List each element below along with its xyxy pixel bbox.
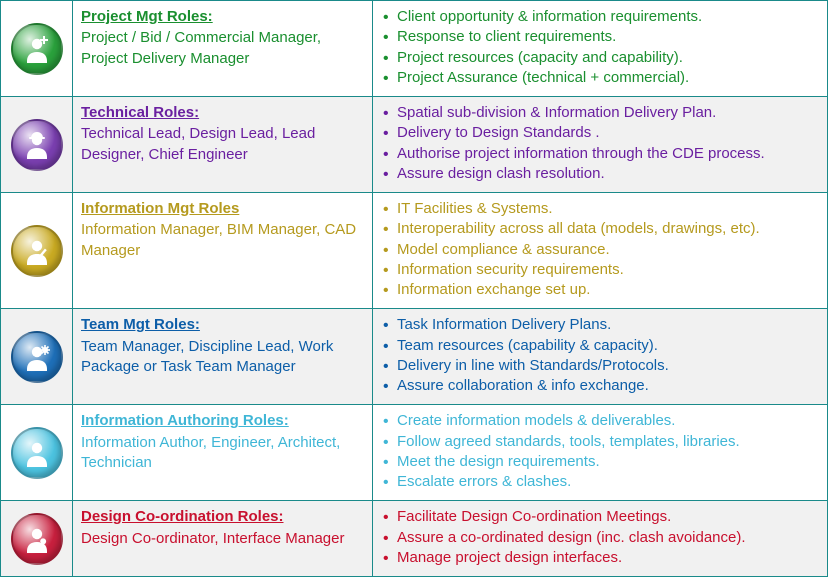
person-wrench-icon bbox=[11, 513, 63, 565]
role-bullet: Client opportunity & information require… bbox=[381, 7, 819, 27]
role-row: Design Co-ordination Roles:Design Co-ord… bbox=[1, 501, 828, 577]
person-gear-icon bbox=[11, 331, 63, 383]
role-icon-cell bbox=[1, 193, 73, 309]
person-hat-icon bbox=[11, 119, 63, 171]
person-plus-icon bbox=[11, 23, 63, 75]
role-bullet: Spatial sub-division & Information Deliv… bbox=[381, 103, 819, 123]
role-bullet: Information security requirements. bbox=[381, 260, 819, 280]
role-bullets: Spatial sub-division & Information Deliv… bbox=[381, 103, 819, 184]
person-icon bbox=[11, 427, 63, 479]
role-bullet: Delivery in line with Standards/Protocol… bbox=[381, 356, 819, 376]
role-bullets-cell: Task Information Delivery Plans.Team res… bbox=[373, 309, 828, 405]
role-row: Team Mgt Roles:Team Manager, Discipline … bbox=[1, 309, 828, 405]
role-bullet: Create information models & deliverables… bbox=[381, 411, 819, 431]
role-row: Project Mgt Roles:Project / Bid / Commer… bbox=[1, 1, 828, 97]
role-bullet: Task Information Delivery Plans. bbox=[381, 315, 819, 335]
role-title: Design Co-ordination Roles: bbox=[81, 507, 364, 527]
role-bullet: Team resources (capability & capacity). bbox=[381, 336, 819, 356]
role-title: Technical Roles: bbox=[81, 103, 364, 123]
role-bullet: Project resources (capacity and capabili… bbox=[381, 48, 819, 68]
role-description-cell: Information Mgt RolesInformation Manager… bbox=[73, 193, 373, 309]
role-icon-cell bbox=[1, 309, 73, 405]
role-title: Project Mgt Roles: bbox=[81, 7, 364, 27]
role-description-cell: Team Mgt Roles:Team Manager, Discipline … bbox=[73, 309, 373, 405]
role-description-cell: Design Co-ordination Roles:Design Co-ord… bbox=[73, 501, 373, 577]
role-row: Information Mgt RolesInformation Manager… bbox=[1, 193, 828, 309]
role-row: Information Authoring Roles:Information … bbox=[1, 405, 828, 501]
role-bullets-cell: Spatial sub-division & Information Deliv… bbox=[373, 97, 828, 193]
role-bullet: Interoperability across all data (models… bbox=[381, 219, 819, 239]
role-subtitle: Information Author, Engineer, Architect,… bbox=[81, 433, 364, 474]
role-title: Information Mgt Roles bbox=[81, 199, 364, 219]
role-icon-cell bbox=[1, 501, 73, 577]
role-bullet: Assure a co-ordinated design (inc. clash… bbox=[381, 528, 819, 548]
role-bullets: Facilitate Design Co-ordination Meetings… bbox=[381, 507, 819, 568]
role-subtitle: Information Manager, BIM Manager, CAD Ma… bbox=[81, 220, 364, 261]
role-icon-cell bbox=[1, 1, 73, 97]
role-bullet: Manage project design interfaces. bbox=[381, 548, 819, 568]
role-description-cell: Information Authoring Roles:Information … bbox=[73, 405, 373, 501]
role-bullet: Model compliance & assurance. bbox=[381, 240, 819, 260]
role-bullets-cell: Create information models & deliverables… bbox=[373, 405, 828, 501]
role-bullets: Create information models & deliverables… bbox=[381, 411, 819, 492]
role-bullet: Meet the design requirements. bbox=[381, 452, 819, 472]
role-title: Team Mgt Roles: bbox=[81, 315, 364, 335]
role-bullet: Authorise project information through th… bbox=[381, 144, 819, 164]
role-bullet: Assure design clash resolution. bbox=[381, 164, 819, 184]
role-bullets: Task Information Delivery Plans.Team res… bbox=[381, 315, 819, 396]
role-subtitle: Technical Lead, Design Lead, Lead Design… bbox=[81, 124, 364, 165]
role-subtitle: Team Manager, Discipline Lead, Work Pack… bbox=[81, 337, 364, 378]
role-bullets-cell: Client opportunity & information require… bbox=[373, 1, 828, 97]
role-description-cell: Project Mgt Roles:Project / Bid / Commer… bbox=[73, 1, 373, 97]
role-bullet: Response to client requirements. bbox=[381, 27, 819, 47]
role-row: Technical Roles:Technical Lead, Design L… bbox=[1, 97, 828, 193]
role-bullets: Client opportunity & information require… bbox=[381, 7, 819, 88]
role-bullet: IT Facilities & Systems. bbox=[381, 199, 819, 219]
role-bullet: Escalate errors & clashes. bbox=[381, 472, 819, 492]
role-bullet: Assure collaboration & info exchange. bbox=[381, 376, 819, 396]
role-bullet: Follow agreed standards, tools, template… bbox=[381, 432, 819, 452]
role-title: Information Authoring Roles: bbox=[81, 411, 364, 431]
role-bullet: Facilitate Design Co-ordination Meetings… bbox=[381, 507, 819, 527]
role-bullets-cell: Facilitate Design Co-ordination Meetings… bbox=[373, 501, 828, 577]
role-icon-cell bbox=[1, 97, 73, 193]
role-bullets: IT Facilities & Systems.Interoperability… bbox=[381, 199, 819, 300]
roles-table: Project Mgt Roles:Project / Bid / Commer… bbox=[0, 0, 828, 577]
person-edit-icon bbox=[11, 225, 63, 277]
role-bullets-cell: IT Facilities & Systems.Interoperability… bbox=[373, 193, 828, 309]
role-subtitle: Project / Bid / Commercial Manager, Proj… bbox=[81, 28, 364, 69]
role-bullet: Information exchange set up. bbox=[381, 280, 819, 300]
role-subtitle: Design Co-ordinator, Interface Manager bbox=[81, 529, 364, 549]
role-description-cell: Technical Roles:Technical Lead, Design L… bbox=[73, 97, 373, 193]
role-bullet: Delivery to Design Standards . bbox=[381, 123, 819, 143]
role-icon-cell bbox=[1, 405, 73, 501]
role-bullet: Project Assurance (technical + commercia… bbox=[381, 68, 819, 88]
